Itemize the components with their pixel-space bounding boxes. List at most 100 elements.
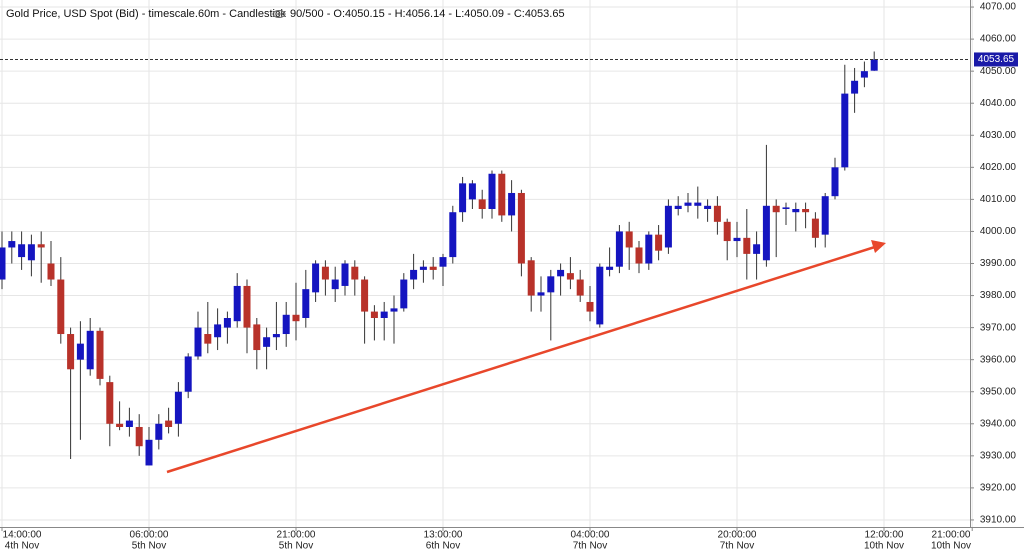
candle-body: [478, 199, 486, 210]
candle-body: [586, 301, 594, 312]
candle-body: [272, 334, 280, 338]
candle-body: [762, 205, 770, 261]
candle-body: [410, 269, 418, 280]
candle-body: [135, 426, 143, 447]
candle-body: [419, 266, 427, 270]
candle-body: [557, 269, 565, 277]
trend-arrow: [166, 244, 879, 474]
candle-body: [67, 334, 75, 370]
candle-body: [57, 279, 65, 335]
candle-body: [468, 183, 476, 200]
y-tick-label: 3910.00: [980, 515, 1017, 526]
candle-body: [341, 263, 349, 286]
candle-body: [106, 382, 114, 424]
candle-body: [429, 266, 437, 270]
x-tick-time: 21:00:00: [932, 530, 971, 541]
y-tick-label: 4030.00: [980, 130, 1017, 141]
x-tick-time: 12:00:00: [865, 530, 904, 541]
candle-body: [664, 205, 672, 248]
candle-body: [302, 289, 310, 318]
candle-body: [606, 266, 614, 270]
candle-body: [155, 423, 163, 440]
candle-body: [370, 311, 378, 318]
candle-body: [165, 420, 173, 427]
candle-body: [204, 334, 212, 344]
candle-body: [233, 285, 241, 322]
x-tick-time: 13:00:00: [424, 530, 463, 541]
x-tick-date: 7th Nov: [720, 541, 754, 551]
trend-arrowhead: [871, 240, 886, 253]
candle-body: [18, 244, 26, 258]
candle-body: [292, 314, 300, 322]
candle-body: [86, 330, 94, 370]
candle-body: [331, 279, 339, 290]
y-tick-label: 3930.00: [980, 450, 1017, 461]
y-tick-label: 4060.00: [980, 34, 1017, 45]
candle-body: [400, 279, 408, 309]
candle-body: [263, 337, 271, 347]
candle-body: [870, 59, 878, 71]
y-tick-label: 3960.00: [980, 354, 1017, 365]
candle-body: [851, 80, 859, 94]
candle-body: [860, 71, 868, 78]
candle-body: [361, 279, 369, 312]
candle-body: [743, 237, 751, 254]
y-tick-label: 3920.00: [980, 483, 1017, 494]
candle-body: [802, 209, 810, 213]
candle-body: [537, 292, 545, 296]
candle-body: [184, 356, 192, 392]
candle-body: [831, 167, 839, 197]
candle-body: [194, 327, 202, 357]
candle-body: [0, 247, 6, 280]
candle-body: [704, 205, 712, 210]
candle-body: [282, 314, 290, 335]
candle-body: [125, 420, 133, 427]
x-tick-date: 10th Nov: [931, 541, 971, 551]
last-price-label: 4053.65: [978, 54, 1015, 65]
y-tick-label: 3950.00: [980, 386, 1017, 397]
candle-body: [753, 244, 761, 254]
candle-body: [625, 231, 633, 248]
candle-body: [351, 266, 359, 280]
candle-body: [243, 285, 251, 328]
candle-body: [253, 324, 261, 351]
candle-body: [782, 207, 790, 210]
last-price-box: [974, 52, 1018, 67]
eye-icon[interactable]: [272, 10, 286, 18]
y-tick-label: 4040.00: [980, 98, 1017, 109]
y-tick-label: 4050.00: [980, 66, 1017, 77]
candle-body: [312, 263, 320, 293]
candle-body: [821, 196, 829, 235]
x-tick-time: 21:00:00: [277, 530, 316, 541]
candle-body: [390, 308, 398, 312]
y-tick-label: 3970.00: [980, 322, 1017, 333]
candle-body: [96, 330, 104, 379]
candle-body: [449, 212, 457, 258]
candle-body: [713, 205, 721, 222]
candle-body: [615, 231, 623, 267]
x-tick-date: 4th Nov: [5, 541, 39, 551]
candle-body: [47, 263, 55, 280]
candle-body: [635, 247, 643, 264]
candle-body: [733, 237, 741, 242]
candle-body: [841, 93, 849, 168]
candle-body: [488, 173, 496, 210]
x-tick-time: 04:00:00: [571, 530, 610, 541]
candle-body: [223, 317, 231, 328]
candle-body: [76, 343, 84, 360]
candle-body: [566, 273, 574, 280]
candle-body: [27, 244, 35, 261]
y-tick-label: 3980.00: [980, 290, 1017, 301]
candle-body: [792, 209, 800, 213]
candle-body: [321, 266, 329, 280]
candle-body: [547, 276, 555, 293]
candle-body: [527, 260, 535, 296]
candle-body: [684, 202, 692, 206]
candle-body: [694, 202, 702, 206]
candle-body: [214, 324, 222, 338]
candle-body: [380, 311, 388, 318]
y-tick-label: 3990.00: [980, 258, 1017, 269]
y-tick-label: 4070.00: [980, 2, 1017, 13]
x-tick-date: 7th Nov: [573, 541, 607, 551]
